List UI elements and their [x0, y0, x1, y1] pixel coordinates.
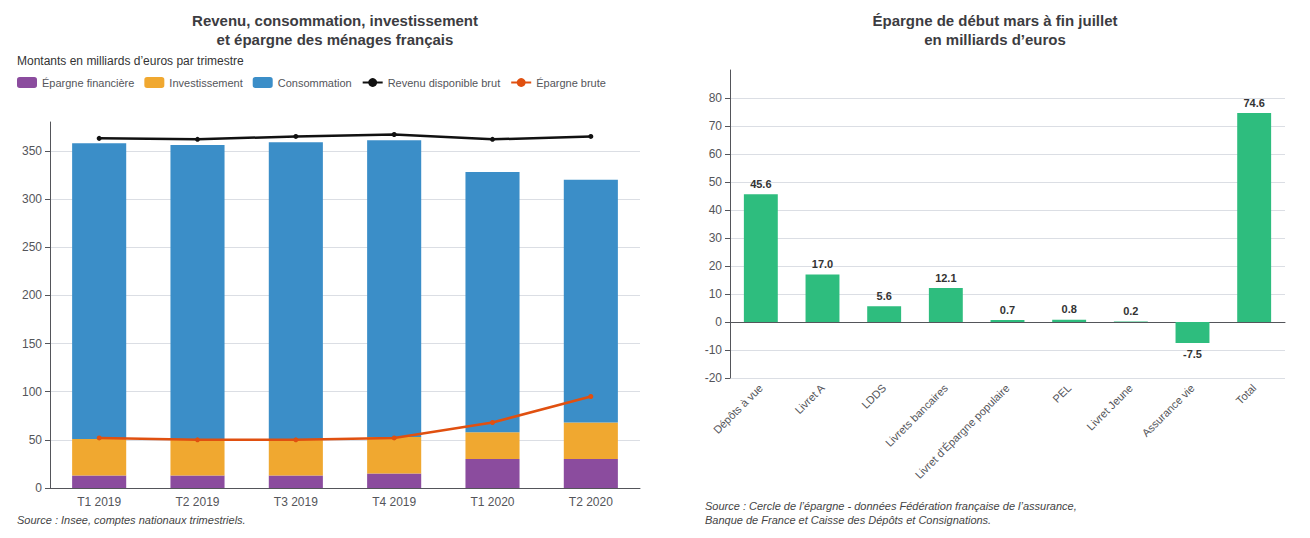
svg-text:10: 10 — [709, 287, 723, 301]
svg-text:74.6: 74.6 — [1243, 97, 1264, 109]
svg-text:Investissement: Investissement — [169, 77, 242, 89]
svg-text:Épargne de début mars à fin ju: Épargne de début mars à fin juillet — [872, 12, 1117, 29]
svg-text:T1 2019: T1 2019 — [77, 495, 121, 509]
svg-text:200: 200 — [22, 288, 42, 302]
svg-text:Épargne financière: Épargne financière — [42, 77, 134, 89]
svg-text:Source : Cercle de l’épargne -: Source : Cercle de l’épargne - données F… — [705, 500, 1077, 512]
svg-text:0.7: 0.7 — [1000, 304, 1015, 316]
svg-text:Épargne brute: Épargne brute — [536, 77, 606, 89]
svg-text:12.1: 12.1 — [935, 272, 956, 284]
svg-text:Consommation: Consommation — [278, 77, 352, 89]
svg-text:60: 60 — [709, 147, 723, 161]
svg-text:T2 2019: T2 2019 — [175, 495, 219, 509]
svg-text:45.6: 45.6 — [750, 178, 771, 190]
svg-text:50: 50 — [709, 175, 723, 189]
svg-text:80: 80 — [709, 91, 723, 105]
svg-text:Revenu disponible brut: Revenu disponible brut — [388, 77, 501, 89]
svg-text:en milliards d’euros: en milliards d’euros — [924, 31, 1066, 48]
svg-text:T3 2019: T3 2019 — [274, 495, 318, 509]
svg-text:350: 350 — [22, 144, 42, 158]
svg-text:Livrets bancaires: Livrets bancaires — [883, 381, 951, 449]
svg-text:30: 30 — [709, 231, 723, 245]
svg-text:LDDS: LDDS — [859, 382, 888, 411]
svg-text:5.6: 5.6 — [877, 290, 892, 302]
svg-text:T2 2020: T2 2020 — [569, 495, 613, 509]
svg-text:0.8: 0.8 — [1062, 303, 1077, 315]
svg-text:Revenu, consommation, investis: Revenu, consommation, investissement — [192, 12, 478, 29]
svg-text:T1 2020: T1 2020 — [470, 495, 514, 509]
svg-text:250: 250 — [22, 240, 42, 254]
svg-text:et épargne des ménages françai: et épargne des ménages français — [217, 31, 454, 48]
svg-text:-20: -20 — [705, 371, 723, 385]
svg-text:0: 0 — [35, 481, 42, 495]
svg-text:Total: Total — [1234, 382, 1259, 407]
svg-text:Banque de France et Caisse des: Banque de France et Caisse des Dépôts et… — [705, 514, 991, 526]
svg-text:70: 70 — [709, 119, 723, 133]
svg-text:0: 0 — [715, 315, 722, 329]
svg-text:50: 50 — [29, 433, 43, 447]
svg-text:Livret d’Épargne populaire: Livret d’Épargne populaire — [913, 382, 1012, 481]
svg-text:Assurance vie: Assurance vie — [1139, 382, 1196, 439]
svg-text:T4 2019: T4 2019 — [372, 495, 416, 509]
svg-text:20: 20 — [709, 259, 723, 273]
svg-text:Livret A: Livret A — [792, 381, 827, 416]
svg-text:Source : Insee, comptes nation: Source : Insee, comptes nationaux trimes… — [17, 514, 246, 526]
svg-text:100: 100 — [22, 385, 42, 399]
svg-text:0.2: 0.2 — [1123, 305, 1138, 317]
svg-text:300: 300 — [22, 192, 42, 206]
svg-text:Dépôts à vue: Dépôts à vue — [711, 382, 765, 436]
svg-text:Livret Jeune: Livret Jeune — [1084, 382, 1135, 433]
svg-text:150: 150 — [22, 337, 42, 351]
svg-text:Montants en milliards d’euros: Montants en milliards d’euros par trimes… — [17, 54, 244, 68]
svg-text:PEL: PEL — [1050, 382, 1073, 405]
svg-text:-10: -10 — [705, 343, 723, 357]
svg-text:40: 40 — [709, 203, 723, 217]
svg-text:-7.5: -7.5 — [1183, 348, 1202, 360]
svg-text:17.0: 17.0 — [812, 258, 833, 270]
